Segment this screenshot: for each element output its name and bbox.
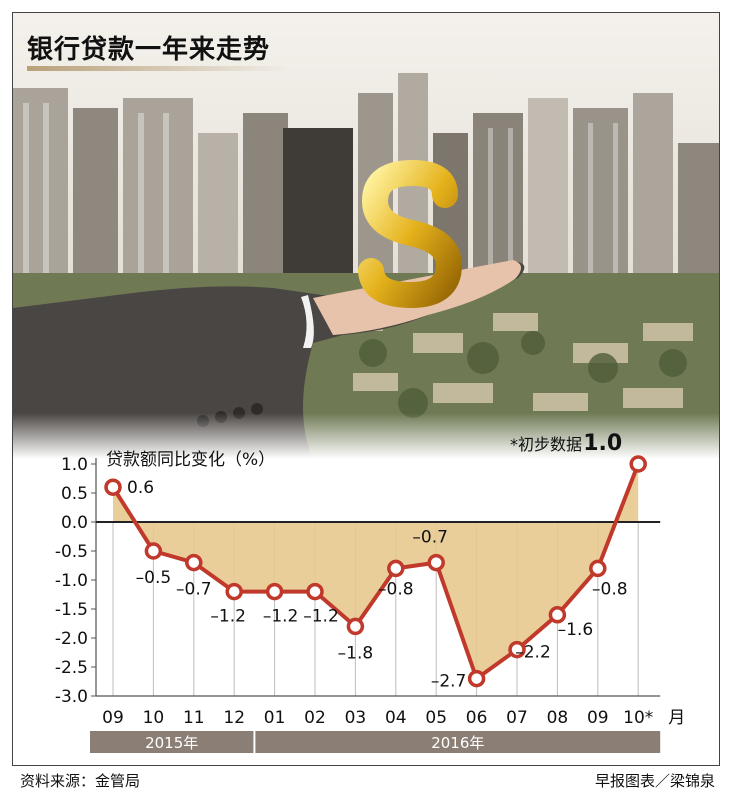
title-underline	[27, 66, 289, 71]
year-band	[255, 731, 661, 753]
credit-note: 早报图表／梁锦泉	[594, 772, 715, 790]
dollar-icon	[358, 159, 463, 309]
data-label: –0.7	[412, 528, 448, 548]
data-label: –1.2	[303, 607, 339, 627]
data-points	[104, 455, 647, 688]
data-point	[589, 559, 607, 578]
x-tick-label: 12	[223, 708, 245, 728]
data-label: –1.2	[263, 607, 299, 627]
y-tick-label: 1.0	[61, 455, 88, 475]
x-tick-label: 05	[425, 708, 447, 728]
data-point	[467, 669, 486, 688]
x-tick-label: 11	[183, 708, 205, 728]
data-point	[144, 542, 163, 560]
x-tick-label: 03	[345, 708, 367, 728]
x-tick-label: 01	[264, 708, 286, 728]
y-axis-label: 贷款额同比变化（%）	[106, 450, 275, 470]
x-tick-label: 09	[102, 708, 124, 728]
x-tick-label: 08	[547, 708, 569, 728]
data-label: –2.7	[431, 672, 467, 692]
data-label: –1.6	[558, 620, 594, 640]
data-point	[629, 455, 647, 473]
tick-labels: 1.0 0.5 0.0 -0.5 -1.0 -1.5 -2.0 -2.5 -3.0 09 10 11 1…	[55, 455, 685, 728]
data-point	[225, 582, 243, 601]
y-tick-label: -0.5	[55, 542, 88, 562]
data-point	[427, 553, 445, 572]
data-point	[306, 582, 324, 601]
data-point	[548, 606, 567, 624]
data-labels: 0.6–0.5–0.7–1.2 –1.2 –1.2–1.8–0.8–0.7–2.7–…	[127, 431, 628, 692]
source-note: 资料来源：金管局	[20, 772, 141, 790]
data-label: –2.2	[515, 643, 551, 663]
y-tick-label: -1.0	[55, 571, 88, 591]
y-tick-label: 0.5	[61, 484, 88, 504]
data-label: 1.0	[583, 431, 622, 456]
x-tick-label: 02	[304, 708, 326, 728]
x-tick-label: 04	[385, 708, 407, 728]
y-tick-label: -1.5	[55, 600, 88, 620]
year-label: 2016年	[431, 734, 484, 752]
x-tick-label: 09	[587, 708, 609, 728]
preliminary-note: *初步数据	[510, 435, 582, 454]
data-point	[346, 617, 365, 636]
chart-title: 银行贷款一年来走势	[27, 35, 271, 65]
data-label: –0.8	[378, 579, 414, 599]
year-bands: 2015年 2016年	[90, 731, 661, 753]
data-label: –0.7	[176, 580, 212, 600]
data-point	[508, 640, 526, 659]
year-band	[90, 731, 254, 753]
x-tick-label: 10	[143, 708, 165, 728]
x-tick-label: 07	[506, 708, 528, 728]
data-label: –1.2	[210, 607, 246, 627]
data-label: –0.5	[136, 568, 172, 588]
area-fill	[113, 464, 639, 679]
area-region	[113, 464, 639, 679]
city-skyline-photo	[13, 13, 719, 459]
infographic-frame: 银行贷款一年来走势	[12, 12, 720, 766]
y-tick-label: -3.0	[55, 687, 88, 707]
data-label: 0.6	[127, 478, 154, 498]
year-label: 2015年	[145, 734, 198, 752]
data-point	[265, 582, 284, 601]
axes	[91, 458, 661, 697]
x-unit-label: 月	[668, 708, 685, 728]
y-tick-label: 0.0	[61, 513, 88, 533]
data-label: –1.8	[338, 643, 374, 663]
y-tick-label: -2.0	[55, 629, 88, 649]
data-point	[104, 478, 122, 496]
data-label: –0.8	[592, 579, 628, 599]
x-tick-label: 10*	[623, 708, 653, 728]
y-tick-label: -2.5	[55, 658, 88, 678]
x-tick-label: 06	[466, 708, 488, 728]
data-point	[185, 553, 203, 572]
data-point	[387, 559, 405, 578]
